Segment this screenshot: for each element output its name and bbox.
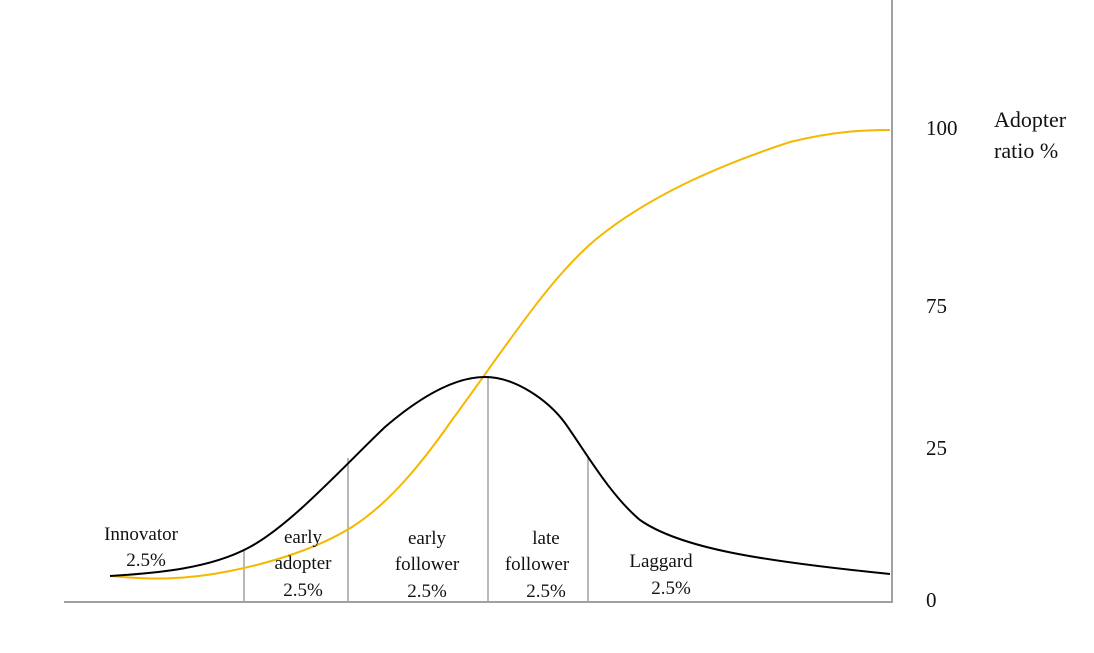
segment-late-follower-name-1: late <box>532 528 559 549</box>
segment-early-follower-share: 2.5% <box>407 581 447 602</box>
adopter-distribution-curve <box>109 375 891 577</box>
segment-innovator-name: Innovator <box>104 524 179 545</box>
segment-laggard-name: Laggard <box>629 551 693 572</box>
y-tick-100: 100 <box>926 116 958 140</box>
y-tick-75: 75 <box>926 294 947 318</box>
segment-early-adopter-name-1: early <box>284 527 322 548</box>
y-tick-25: 25 <box>926 436 947 460</box>
segment-laggard-share: 2.5% <box>651 578 691 599</box>
y-axis-title-line-2: ratio % <box>994 138 1058 163</box>
segment-late-follower-share: 2.5% <box>526 581 566 602</box>
y-tick-0: 0 <box>926 588 937 612</box>
cumulative-adoption-curve <box>111 129 891 580</box>
segment-early-follower-name-2: follower <box>395 554 460 575</box>
segment-early-adopter-share: 2.5% <box>283 580 323 601</box>
segment-early-adopter-name-2: adopter <box>275 553 333 574</box>
segment-late-follower-name-2: follower <box>505 554 570 575</box>
segment-early-follower-name-1: early <box>408 528 446 549</box>
segment-innovator-share: 2.5% <box>126 550 166 571</box>
y-axis-title-line-1: Adopter <box>994 107 1067 132</box>
